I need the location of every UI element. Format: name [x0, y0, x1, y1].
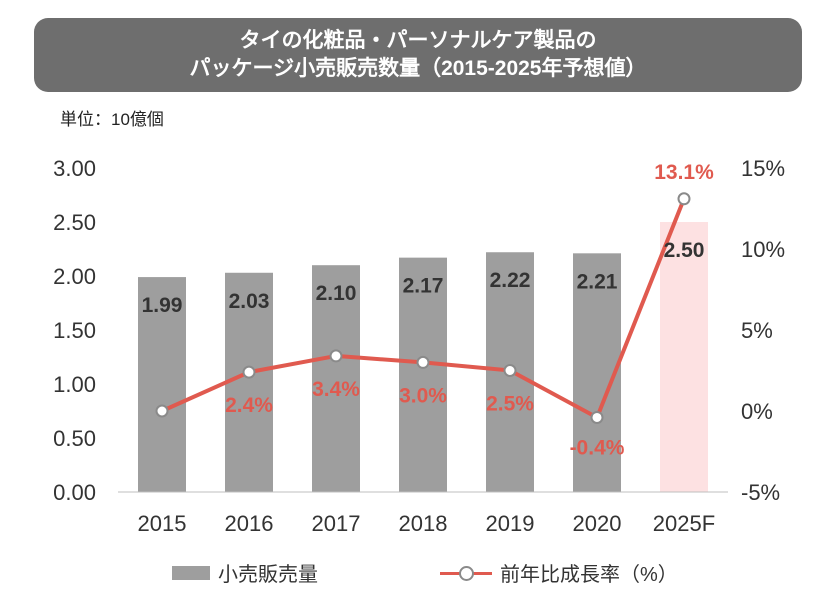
- chart-title-line2: パッケージ小売販売数量（2015-2025年予想値）: [189, 57, 647, 80]
- x-axis-tick-label: 2015: [138, 511, 187, 536]
- x-axis-tick-label: 2019: [486, 511, 535, 536]
- growth-point: [242, 365, 256, 379]
- right-axis-tick-label: 0%: [741, 399, 773, 424]
- right-axis-tick-label: -5%: [741, 480, 780, 505]
- growth-point: [590, 410, 604, 424]
- bar: [660, 222, 708, 492]
- legend-item-growth: 前年比成長率（%）: [440, 558, 678, 587]
- left-axis-tick-label: 3.00: [53, 156, 96, 181]
- legend-label-sales: 小売販売量: [218, 564, 318, 586]
- growth-value-label: 3.4%: [312, 378, 360, 401]
- bar-value-label: 1.99: [142, 294, 183, 317]
- x-axis-tick-label: 2025F: [653, 511, 715, 536]
- left-axis-tick-label: 1.00: [53, 372, 96, 397]
- x-axis-tick-label: 2020: [573, 511, 622, 536]
- right-axis-tick-label: 5%: [741, 318, 773, 343]
- chart-title-box: タイの化粧品・パーソナルケア製品の パッケージ小売販売数量（2015-2025年…: [34, 18, 802, 92]
- growth-point: [503, 364, 517, 377]
- left-axis-tick-label: 0.00: [53, 480, 96, 505]
- growth-value-label: 13.1%: [654, 161, 714, 184]
- chart-title-line1: タイの化粧品・パーソナルケア製品の: [239, 29, 597, 52]
- bar-value-label: 2.50: [664, 239, 705, 262]
- bar: [399, 257, 447, 492]
- growth-point: [329, 349, 343, 363]
- bar-value-label: 2.22: [490, 269, 531, 292]
- left-axis-tick-label: 2.50: [53, 210, 96, 235]
- growth-value-label: 3.0%: [399, 384, 447, 407]
- growth-value-label: 2.5%: [486, 393, 534, 416]
- bar: [312, 265, 360, 492]
- x-axis-tick-label: 2017: [312, 511, 361, 536]
- bar-value-label: 2.21: [577, 270, 618, 293]
- bar: [138, 277, 186, 492]
- x-axis-tick-label: 2018: [399, 511, 448, 536]
- legend-bar-swatch: [172, 565, 210, 580]
- bar-value-label: 2.17: [403, 275, 444, 298]
- bar-value-label: 2.10: [316, 282, 357, 305]
- bar-value-label: 2.03: [229, 290, 270, 313]
- legend-label-growth: 前年比成長率（%）: [500, 564, 678, 586]
- growth-point: [416, 355, 430, 369]
- legend-line-swatch: [440, 565, 492, 581]
- left-axis-tick-label: 1.50: [53, 318, 96, 343]
- growth-point: [677, 192, 691, 206]
- growth-point: [155, 404, 169, 418]
- bar: [225, 272, 273, 492]
- left-axis-tick-label: 2.00: [53, 264, 96, 289]
- right-axis-tick-label: 10%: [741, 237, 785, 262]
- legend-item-sales: 小売販売量: [172, 558, 318, 587]
- growth-value-label: -0.4%: [570, 436, 625, 459]
- legend: 小売販売量 前年比成長率（%）: [0, 558, 825, 588]
- unit-label: 単位：10億個: [60, 110, 164, 129]
- x-axis-tick-label: 2016: [225, 511, 274, 536]
- growth-value-label: 2.4%: [225, 394, 273, 417]
- left-axis-tick-label: 0.50: [53, 426, 96, 451]
- right-axis-tick-label: 15%: [741, 156, 785, 181]
